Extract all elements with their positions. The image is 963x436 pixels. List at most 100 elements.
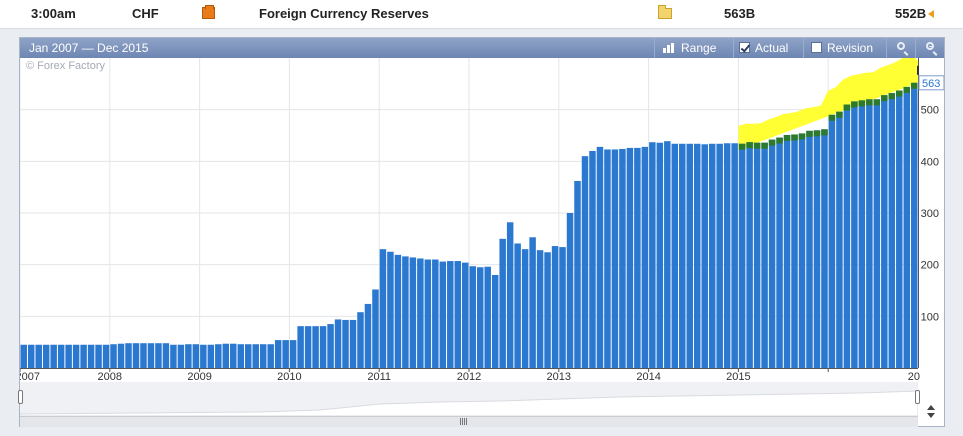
data-bar [87, 344, 95, 368]
data-bar [132, 343, 140, 368]
current-value-box [918, 75, 944, 91]
data-bar [72, 344, 80, 368]
data-bar [200, 344, 207, 368]
data-bar [207, 344, 215, 368]
revision-cap [806, 130, 813, 137]
revision-cap [798, 133, 806, 140]
data-bar [664, 141, 671, 368]
revision-toggle[interactable]: Revision [803, 38, 886, 58]
x-tick-label: 2009 [187, 371, 211, 382]
magnifier-icon [897, 42, 905, 50]
data-bar [761, 142, 768, 368]
data-bar [529, 237, 536, 368]
x-tick-label: 20 [908, 371, 920, 382]
data-bar [222, 343, 230, 368]
data-bar [708, 143, 716, 368]
data-bar [379, 249, 387, 368]
data-bar [851, 101, 858, 369]
navigator-scrollbar[interactable] [20, 416, 918, 427]
navigator-right-handle[interactable] [915, 390, 920, 404]
data-bar [634, 147, 641, 368]
data-bar [671, 143, 679, 368]
revision-cap [746, 142, 753, 149]
data-bar [289, 340, 297, 368]
x-tick-label: 2011 [367, 371, 391, 382]
data-bar [140, 343, 147, 368]
magnifier-minus-icon [926, 42, 934, 50]
data-bar [57, 344, 65, 368]
x-tick-label: 2010 [277, 371, 301, 382]
bar-chart-icon [663, 43, 674, 53]
y-tick-label: 100 [921, 311, 939, 323]
data-bar [589, 151, 596, 368]
actual-toggle[interactable]: Actual [733, 38, 803, 58]
revision-cap [851, 101, 858, 108]
navigator-left-handle[interactable] [18, 390, 23, 404]
x-tick-label: 2014 [636, 371, 660, 382]
data-bar [753, 142, 761, 368]
data-bar [776, 137, 783, 368]
data-bar [843, 104, 851, 368]
chart-bars [20, 53, 918, 369]
y-tick-label: 300 [921, 208, 939, 220]
revision-cap [753, 142, 761, 149]
revision-cap [881, 95, 888, 102]
bar-chart: 100 200 300 400 500 2007 2008 2009 2010 2011 2012… [20, 53, 944, 382]
data-bar [723, 143, 731, 368]
data-bar [125, 343, 132, 368]
zoom-in-button[interactable] [886, 38, 915, 58]
data-bar [544, 252, 551, 368]
zoom-out-button[interactable] [915, 38, 944, 58]
data-bar [364, 303, 372, 368]
revision-cap [783, 134, 791, 141]
data-bar [342, 319, 349, 368]
revision-cap [888, 93, 896, 100]
data-bar [439, 261, 447, 368]
calendar-event-row[interactable]: 3:00am CHF Foreign Currency Reserves 563… [0, 0, 963, 29]
chart-grid [20, 58, 919, 369]
data-bar [911, 82, 918, 369]
range-label: Range [681, 41, 717, 55]
data-bar [798, 133, 806, 368]
data-bar [252, 344, 259, 368]
data-bar [327, 324, 334, 368]
data-bar [424, 259, 432, 368]
chart-header: Jan 2007 — Dec 2015 Range Actual Revisio… [20, 38, 944, 58]
folder-icon[interactable] [658, 5, 672, 19]
data-bar [282, 340, 289, 368]
event-title[interactable]: Foreign Currency Reserves [259, 6, 429, 21]
data-bar [768, 139, 776, 368]
revision-checkbox[interactable] [811, 42, 822, 53]
data-bar [147, 343, 155, 368]
y-tick-label: 200 [921, 260, 939, 272]
range-button[interactable]: Range [654, 38, 733, 58]
data-bar [783, 134, 791, 368]
data-bar [387, 251, 394, 368]
data-bar [215, 344, 222, 368]
data-bar [312, 326, 319, 368]
data-bar [836, 111, 843, 368]
data-bar [866, 99, 873, 368]
history-chart-panel: 100 200 300 400 500 2007 2008 2009 2010 2011 2012… [18, 37, 945, 427]
revision-cap [821, 129, 828, 136]
data-bar [170, 344, 177, 368]
actual-checkbox[interactable] [739, 42, 750, 53]
y-tick-label: 500 [921, 105, 939, 117]
x-tick-label: 2013 [547, 371, 571, 382]
highlight-band [738, 53, 918, 150]
scroll-up-down-icon[interactable] [924, 404, 938, 420]
data-bar [274, 340, 282, 368]
chart-navigator[interactable] [18, 382, 944, 427]
event-time: 3:00am [31, 6, 76, 21]
data-bar [469, 266, 476, 368]
data-bar [551, 246, 559, 368]
navigator-track[interactable] [18, 382, 920, 416]
data-bar [484, 266, 491, 368]
revision-cap [813, 130, 821, 137]
x-tick-label: 2015 [726, 371, 750, 382]
data-bar [701, 144, 708, 368]
y-tick-label: 400 [921, 156, 939, 168]
revision-cap [903, 86, 911, 93]
chart-date-range: Jan 2007 — Dec 2015 [29, 41, 149, 55]
data-bar [686, 143, 693, 368]
